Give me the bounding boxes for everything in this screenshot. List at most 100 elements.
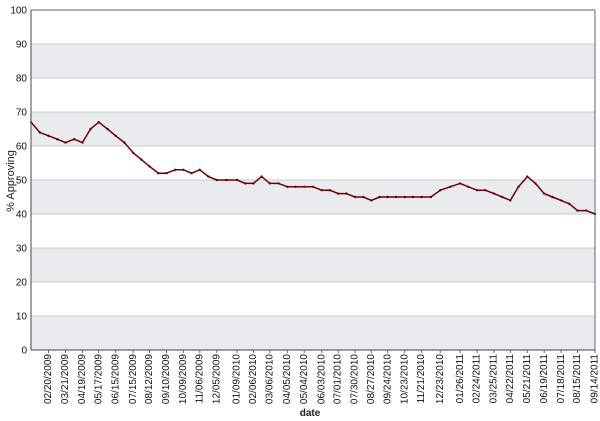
series-point [182,168,185,171]
series-point [439,189,442,192]
series-point [449,185,452,188]
series-point [411,195,415,199]
y-tick-label: 90 [16,40,28,51]
y-tick-label: 100 [10,6,27,17]
series-point [123,141,126,144]
series-point [64,141,67,144]
x-tick-label: 10/23/2010 [399,354,410,404]
x-tick-label: 09/24/2010 [382,354,393,404]
series-point [311,185,315,188]
series-point [114,134,117,137]
series-point [386,195,389,199]
x-tick-label: 11/21/2010 [416,354,427,404]
grid-band [31,78,595,112]
series-point [320,189,323,192]
y-tick-labels: 0 10 20 30 40 50 60 70 80 90 100 [10,6,27,357]
series-point [336,192,340,195]
x-tick-label: 06/19/2011 [539,354,550,404]
grid-band [31,248,595,282]
series-point [534,182,537,185]
series-point [585,209,588,212]
y-tick-label: 0 [21,346,27,357]
series-point [106,127,109,131]
x-tick-label: 02/24/2011 [472,354,483,404]
grid-band [31,10,595,44]
series-point [576,209,579,212]
series-point [81,141,84,144]
series-point [378,195,381,199]
series-point [47,134,50,137]
series-point [148,165,151,168]
series-point [467,185,470,188]
series-point [500,195,504,199]
grid-band [31,112,595,146]
series-point [492,192,496,195]
series-point [207,175,210,178]
grid-band [31,180,595,214]
series-layer [29,121,597,216]
x-tick-label: 04/05/2010 [282,354,293,404]
x-tick-label: 05/04/2010 [299,354,310,404]
series-point [286,185,289,188]
grid-band [31,316,595,350]
y-tick-label: 20 [16,278,28,289]
series-point [131,151,135,154]
series-point [38,131,41,134]
series-point [353,195,357,199]
series-point [303,185,306,188]
x-tick-label: 02/06/2010 [248,354,259,404]
series-point [568,202,571,205]
y-tick-label: 70 [16,108,28,119]
x-tick-label: 12/05/2009 [211,354,222,404]
series-point [56,138,59,141]
y-tick-label: 10 [16,312,28,323]
series-point [517,185,520,188]
x-tick-label: 09/10/2009 [161,354,172,404]
series-point [198,168,201,171]
x-tick-label: 03/06/2010 [264,354,275,404]
series-point [190,172,193,175]
y-axis-title: % Approving [5,150,17,212]
series-point [244,182,247,185]
x-tick-label: 05/21/2011 [522,354,533,404]
grid-band [31,146,595,180]
series-point [345,192,348,195]
series-point [543,192,546,195]
series-point [420,195,423,199]
series-point [277,182,280,185]
x-tick-label: 05/17/2009 [93,354,104,404]
series-point [215,178,218,182]
series-point [475,189,479,192]
series-point [89,127,92,131]
x-tick-label: 03/21/2009 [60,354,71,404]
series-point [294,185,297,188]
x-tick-label: 08/27/2010 [366,354,377,404]
series-point [252,182,255,185]
x-tick-label: 01/09/2010 [232,354,243,404]
x-tick-label: 07/30/2010 [350,354,361,404]
x-tick-label: 04/22/2011 [505,354,516,404]
axes [30,9,596,353]
y-tick-label: 80 [16,74,28,85]
x-tick-label: 10/09/2009 [178,354,189,404]
x-tick-label: 07/01/2010 [333,354,344,404]
x-tick-label: 06/03/2010 [316,354,327,404]
series-point [73,138,76,141]
series-point [165,172,168,175]
x-tick-label: 08/12/2009 [144,354,155,404]
x-tick-labels: 02/20/2009 03/21/2009 04/19/2009 05/17/2009… [43,354,600,404]
series-point [97,121,100,124]
series-point [559,199,563,202]
y-tick-label: 50 [16,176,28,187]
series-point [362,195,365,199]
x-tick-label: 08/15/2011 [572,354,583,404]
x-tick-label: 01/26/2011 [455,354,466,404]
series-point [526,175,529,178]
y-tick-label: 30 [16,244,28,255]
x-tick-label: 09/14/2011 [590,354,600,404]
x-tick-label: 02/20/2009 [43,354,54,404]
series-point [429,195,433,199]
series-point [403,195,406,199]
